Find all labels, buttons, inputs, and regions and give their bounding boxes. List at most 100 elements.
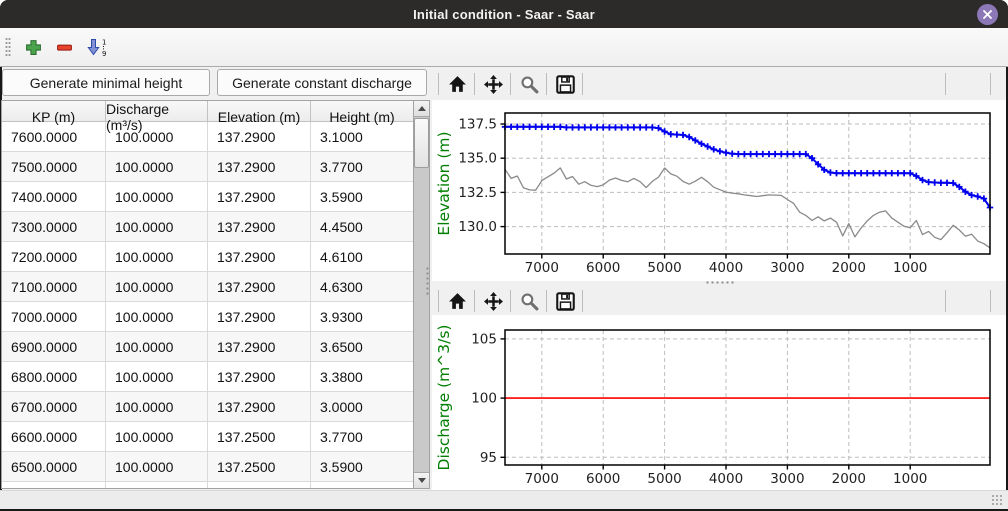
horizontal-splitter-handle[interactable] — [705, 280, 735, 285]
generate-minimal-height-button[interactable]: Generate minimal height — [2, 69, 210, 96]
table-cell[interactable]: 3.5900 — [311, 452, 413, 482]
table-cell[interactable]: 137.2900 — [208, 302, 311, 332]
sort-rows-button[interactable]: 1 9 — [84, 34, 110, 60]
table-cell[interactable]: 100.0000 — [106, 212, 208, 242]
table-cell[interactable]: 3.5900 — [311, 182, 413, 212]
table-cell[interactable]: 3.7700 — [311, 422, 413, 452]
pan-button[interactable] — [480, 71, 506, 97]
table-row[interactable]: 7400.0000 100.0000 137.2900 3.5900 — [2, 182, 413, 212]
table-row[interactable]: 6600.0000 100.0000 137.2500 3.7700 — [2, 422, 413, 452]
zoom-button[interactable] — [516, 288, 542, 314]
table-cell[interactable]: 100.0000 — [106, 152, 208, 182]
table-cell[interactable]: 3.9300 — [311, 302, 413, 332]
table-cell[interactable]: 100.0000 — [106, 242, 208, 272]
svg-text:6000: 6000 — [586, 471, 620, 487]
table-cell[interactable]: 3.6500 — [311, 332, 413, 362]
titlebar[interactable]: Initial condition - Saar - Saar — [0, 0, 1008, 28]
table-row[interactable]: 6900.0000 100.0000 137.2900 3.6500 — [2, 332, 413, 362]
table-cell[interactable]: 100.0000 — [106, 332, 208, 362]
resize-grip-icon[interactable] — [991, 494, 1003, 506]
table-cell[interactable]: 137.2900 — [208, 242, 311, 272]
table-cell[interactable]: 100.0000 — [106, 362, 208, 392]
table-cell[interactable]: 7100.0000 — [2, 272, 106, 302]
table-row[interactable]: 7600.0000 100.0000 137.2900 3.1000 — [2, 122, 413, 152]
table-row[interactable]: 7100.0000 100.0000 137.2900 4.6300 — [2, 272, 413, 302]
table-cell[interactable]: 3.7700 — [311, 152, 413, 182]
table-cell[interactable] — [106, 482, 208, 488]
column-header-elevation[interactable]: Elevation (m) — [208, 101, 311, 133]
table-cell[interactable]: 137.2900 — [208, 332, 311, 362]
svg-text:2000: 2000 — [832, 260, 866, 276]
table-cell[interactable]: 6500.0000 — [2, 452, 106, 482]
table-row[interactable]: 6800.0000 100.0000 137.2900 3.3800 — [2, 362, 413, 392]
table-cell[interactable]: 7000.0000 — [2, 302, 106, 332]
table-cell[interactable]: 7200.0000 — [2, 242, 106, 272]
scroll-down-button[interactable] — [414, 472, 429, 488]
pan-button[interactable] — [480, 288, 506, 314]
remove-row-button[interactable] — [51, 34, 77, 60]
svg-text:1000: 1000 — [893, 471, 927, 487]
table-cell[interactable]: 100.0000 — [106, 392, 208, 422]
column-header-kp[interactable]: KP (m) — [2, 101, 106, 133]
elevation-plot-canvas[interactable]: 7000 6000 5000 4000 3000 2000 1000 130.0 132.5 13… — [432, 100, 1006, 281]
toolbar-drag-handle[interactable] — [5, 37, 11, 57]
table-cell[interactable]: 137.2900 — [208, 122, 311, 152]
table-cell[interactable]: 7600.0000 — [2, 122, 106, 152]
table-cell[interactable]: 6600.0000 — [2, 422, 106, 452]
discharge-plot-canvas[interactable]: 7000 6000 5000 4000 3000 2000 1000 95 100 105 Disc… — [432, 315, 1006, 490]
generate-constant-discharge-button[interactable]: Generate constant discharge — [217, 69, 427, 96]
table-cell[interactable]: 137.2500 — [208, 422, 311, 452]
table-cell[interactable]: 100.0000 — [106, 122, 208, 152]
table-cell[interactable]: 7400.0000 — [2, 182, 106, 212]
table-cell[interactable]: 7300.0000 — [2, 212, 106, 242]
table-cell[interactable]: 4.4500 — [311, 212, 413, 242]
table-row[interactable]: 6500.0000 100.0000 137.2500 3.5900 — [2, 452, 413, 482]
table-cell[interactable]: 100.0000 — [106, 272, 208, 302]
table-row[interactable]: 7500.0000 100.0000 137.2900 3.7700 — [2, 152, 413, 182]
add-row-button[interactable] — [20, 34, 46, 60]
table-cell[interactable]: 100.0000 — [106, 182, 208, 212]
save-button[interactable] — [552, 288, 578, 314]
table-cell[interactable]: 4.6100 — [311, 242, 413, 272]
table-cell[interactable]: 137.2900 — [208, 392, 311, 422]
save-button[interactable] — [552, 71, 578, 97]
table-row[interactable]: 7300.0000 100.0000 137.2900 4.4500 — [2, 212, 413, 242]
table-scrollbar[interactable] — [413, 100, 430, 489]
table-cell[interactable]: 6900.0000 — [2, 332, 106, 362]
status-bar — [0, 490, 1008, 509]
scrollbar-thumb[interactable] — [414, 118, 429, 168]
table-row[interactable]: 7000.0000 100.0000 137.2900 3.9300 — [2, 302, 413, 332]
zoom-button[interactable] — [516, 71, 542, 97]
table-cell[interactable]: 4.6300 — [311, 272, 413, 302]
column-header-discharge[interactable]: Discharge (m³/s) — [106, 101, 208, 133]
column-header-height[interactable]: Height (m) — [329, 109, 395, 125]
svg-text:95: 95 — [480, 450, 497, 466]
table-cell[interactable]: 3.3800 — [311, 362, 413, 392]
vertical-splitter-handle[interactable] — [425, 266, 430, 296]
svg-text:6000: 6000 — [586, 260, 620, 276]
table-row[interactable]: 6700.0000 100.0000 137.2900 3.0000 — [2, 392, 413, 422]
table-cell[interactable]: 100.0000 — [106, 302, 208, 332]
table-cell[interactable]: 137.2900 — [208, 272, 311, 302]
table-cell[interactable]: 137.2500 — [208, 452, 311, 482]
table-cell[interactable]: 100.0000 — [106, 452, 208, 482]
table-cell[interactable] — [311, 482, 413, 488]
table-cell[interactable]: 3.0000 — [311, 392, 413, 422]
close-button[interactable] — [977, 4, 998, 25]
table-cell[interactable]: 6800.0000 — [2, 362, 106, 392]
table-cell[interactable] — [2, 482, 106, 488]
table-cell[interactable]: 137.2900 — [208, 362, 311, 392]
table-row-partial[interactable] — [2, 482, 413, 488]
scroll-up-button[interactable] — [414, 101, 429, 117]
table-cell[interactable]: 137.2900 — [208, 212, 311, 242]
table-cell[interactable]: 137.2900 — [208, 182, 311, 212]
table-cell[interactable]: 7500.0000 — [2, 152, 106, 182]
table-row[interactable]: 7200.0000 100.0000 137.2900 4.6100 — [2, 242, 413, 272]
home-button[interactable] — [444, 71, 470, 97]
table-cell[interactable]: 137.2900 — [208, 152, 311, 182]
home-button[interactable] — [444, 288, 470, 314]
table-cell[interactable]: 3.1000 — [311, 122, 413, 152]
table-cell[interactable] — [208, 482, 311, 488]
table-cell[interactable]: 100.0000 — [106, 422, 208, 452]
table-cell[interactable]: 6700.0000 — [2, 392, 106, 422]
